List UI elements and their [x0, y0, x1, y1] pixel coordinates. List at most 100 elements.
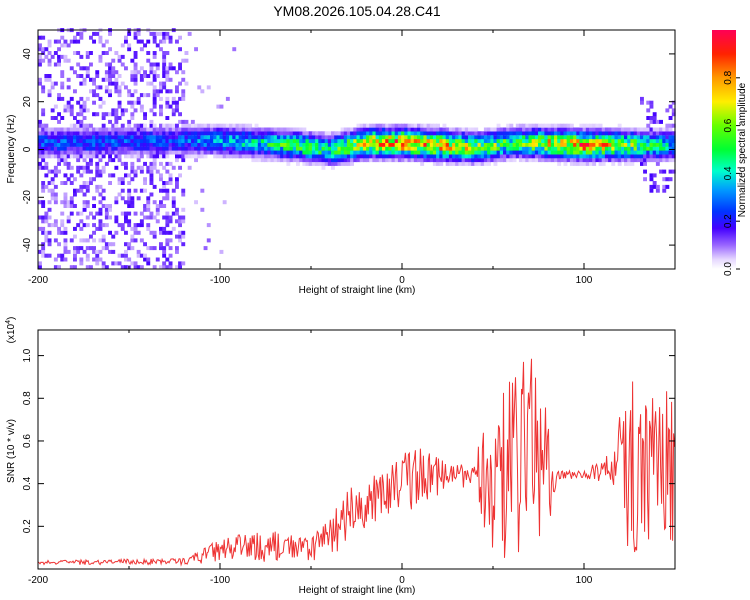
spectrogram-cell [483, 158, 488, 163]
spectrogram-cell [655, 154, 660, 159]
spectrogram-cell [627, 150, 632, 155]
spectrogram-cell [73, 39, 77, 44]
spectrogram-cell [117, 253, 122, 258]
spectrogram-cell [601, 139, 606, 143]
spectrogram-cell [155, 204, 160, 208]
spectrogram-cell [89, 142, 93, 147]
spectrogram-cell [346, 139, 351, 143]
spectrogram-cell [560, 142, 565, 147]
spectrogram-cell [442, 158, 447, 163]
spectrogram-cell [496, 139, 501, 143]
spectrogram-cell [79, 261, 84, 266]
spectrogram-cell [47, 242, 52, 247]
spectrogram-cell [369, 150, 374, 155]
spectrogram-cell [426, 142, 431, 147]
spectrogram-cell [480, 139, 485, 143]
spectrogram-cell [98, 207, 103, 212]
spectrogram-cell [120, 108, 125, 113]
spectrogram-cell [541, 142, 546, 147]
spectrogram-cell [98, 219, 103, 224]
spectrogram-cell [162, 123, 167, 128]
spectrogram-cell [89, 146, 93, 151]
spectrogram-cell [346, 131, 351, 136]
spectrogram-cell [410, 150, 415, 155]
spectrogram-cell [133, 62, 138, 67]
spectrogram-cell [47, 215, 52, 220]
spectrogram-cell [579, 154, 584, 159]
spectrogram-cell [108, 139, 112, 143]
spectrogram-cell [108, 127, 112, 132]
spectrogram-cell [579, 131, 584, 136]
spectrogram-cell [366, 131, 370, 136]
spectrogram-cell [222, 123, 227, 128]
spectrogram-cell [127, 31, 132, 36]
spectrogram-cell [181, 139, 186, 143]
spectrogram-cell [190, 150, 195, 155]
spectrogram-cell [200, 89, 205, 94]
spectrogram-cell [487, 150, 491, 155]
spectrogram-cell [73, 234, 77, 239]
spectrogram-cell [89, 161, 93, 166]
spectrogram-cell [321, 135, 326, 140]
spectrogram-cell [152, 85, 157, 90]
spectrogram-cell [175, 219, 179, 224]
spectrogram-cell [346, 142, 351, 147]
spectrogram-cell [662, 169, 667, 174]
spectrogram-cell [85, 74, 90, 78]
spectrogram-cell [592, 142, 597, 147]
spectrogram-cell [216, 127, 221, 132]
spectrogram-cell [210, 123, 214, 128]
spectrogram-cell [560, 146, 565, 151]
spectrogram-cell [57, 142, 61, 147]
spectrogram-cell [44, 47, 49, 52]
spectrogram-cell [139, 77, 144, 82]
spectrogram-cell [149, 169, 154, 174]
x-tick-label: -100 [210, 575, 230, 586]
spectrogram-cell [225, 146, 230, 151]
spectrogram-cell [165, 223, 170, 228]
spectrogram-cell [560, 131, 565, 136]
spectrogram-cell [44, 234, 49, 239]
spectrogram-cell [592, 146, 597, 151]
spectrogram-cell [554, 131, 558, 136]
spectrogram-cell [468, 158, 472, 163]
spectrogram-cell [429, 142, 434, 147]
spectrogram-cell [445, 150, 450, 155]
spectrogram-cell [190, 127, 195, 132]
spectrogram-cell [171, 66, 176, 71]
spectrogram-cell [461, 158, 466, 163]
spectrogram-cell [576, 154, 581, 159]
spectrogram-cell [38, 154, 42, 159]
spectrogram-cell [617, 146, 622, 151]
spectrogram-cell [608, 131, 612, 136]
spectrogram-cell [557, 146, 562, 151]
spectrogram-cell [525, 142, 530, 147]
y-tick-label: 0 [22, 146, 33, 152]
spectrogram-cell [321, 142, 326, 147]
spectrogram-cell [120, 135, 125, 140]
spectrogram-cell [375, 135, 380, 140]
spectrogram-cell [579, 146, 584, 151]
spectrogram-cell [630, 154, 635, 159]
spectrogram-cell [493, 146, 498, 151]
spectrogram-cell [369, 142, 374, 147]
spectrogram-cell [184, 135, 189, 140]
spectrogram-cell [63, 43, 68, 48]
spectrogram-cell [245, 146, 249, 151]
spectrogram-cell [168, 238, 173, 243]
spectrogram-cell [668, 139, 673, 143]
spectrogram-cell [222, 142, 227, 147]
spectrogram-cell [620, 135, 625, 140]
spectrogram-cell [60, 116, 65, 120]
spectrogram-cell [560, 123, 565, 128]
spectrogram-cell [114, 261, 119, 266]
spectrogram-cell [146, 196, 151, 201]
spectrogram-cell [66, 219, 71, 224]
spectrogram-cell [41, 226, 46, 231]
spectrogram-cell [362, 131, 367, 136]
spectrogram-cell [337, 150, 342, 155]
spectrogram-cell [175, 211, 179, 216]
spectrogram-cell [305, 150, 310, 155]
spectrogram-cell [232, 150, 237, 155]
spectrogram-cell [143, 257, 147, 262]
